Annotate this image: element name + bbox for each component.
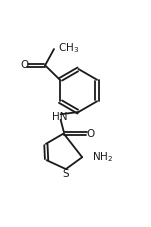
Text: HN: HN — [52, 112, 68, 122]
Text: O: O — [20, 60, 28, 70]
Text: CH$_3$: CH$_3$ — [58, 41, 80, 55]
Text: O: O — [86, 128, 94, 138]
Text: NH$_2$: NH$_2$ — [92, 150, 113, 164]
Text: S: S — [63, 168, 69, 178]
